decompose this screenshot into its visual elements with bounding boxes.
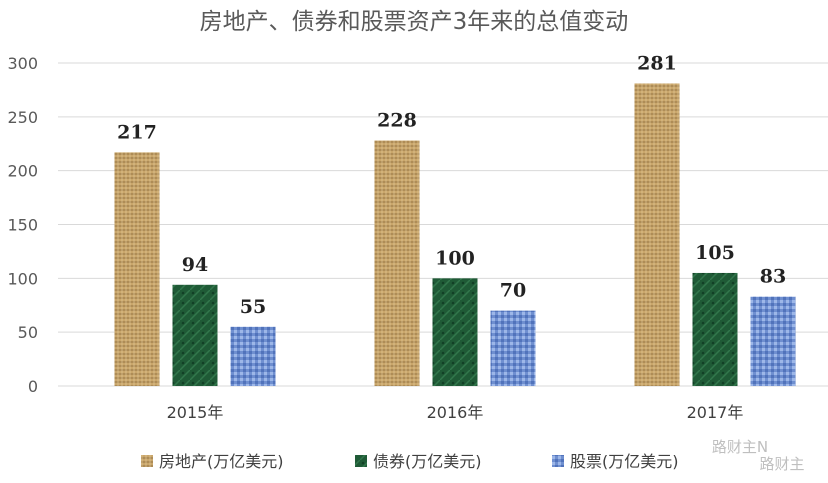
y-tick-label: 250 <box>7 108 38 127</box>
chart-title: 房地产、债券和股票资产3年来的总值变动 <box>200 9 629 35</box>
bars <box>114 83 796 386</box>
y-tick-label: 100 <box>7 269 38 288</box>
legend-swatch <box>552 455 564 467</box>
bar <box>374 140 420 386</box>
legend-swatch <box>355 455 367 467</box>
bar <box>172 284 218 386</box>
data-label: 70 <box>500 280 526 302</box>
watermark-top: 路财主N <box>712 438 768 456</box>
watermark-bottom: 路财主 <box>759 455 804 473</box>
legend: 房地产(万亿美元) 债券(万亿美元) 股票(万亿美元) <box>141 452 679 471</box>
bar <box>230 326 276 386</box>
data-labels: 217 94 55 228 100 70 281 105 83 <box>117 52 786 317</box>
y-tick-label: 0 <box>28 377 38 396</box>
legend-swatch <box>141 455 153 467</box>
y-tick-label: 150 <box>7 216 38 235</box>
bar <box>432 278 478 386</box>
legend-label: 房地产(万亿美元) <box>159 452 284 471</box>
x-tick-label: 2016年 <box>427 403 484 422</box>
data-label: 105 <box>695 242 735 264</box>
y-tick-label: 200 <box>7 162 38 181</box>
y-tick-label: 300 <box>7 54 38 73</box>
data-label: 94 <box>182 254 208 276</box>
x-axis: 2015年 2016年 2017年 <box>167 403 744 422</box>
bar <box>692 272 738 386</box>
x-tick-label: 2017年 <box>687 403 744 422</box>
legend-label: 股票(万亿美元) <box>570 452 679 471</box>
y-tick-label: 50 <box>18 323 38 342</box>
bar <box>114 152 160 386</box>
legend-label: 债券(万亿美元) <box>373 452 482 471</box>
y-axis: 0 50 100 150 200 250 300 <box>7 54 38 396</box>
data-label: 83 <box>760 266 786 288</box>
data-label: 228 <box>377 110 417 132</box>
data-label: 281 <box>637 52 677 74</box>
bar <box>490 310 536 386</box>
bar <box>750 296 796 386</box>
bar <box>634 83 680 386</box>
watermark: 路财主N 路财主 <box>712 438 805 473</box>
data-label: 217 <box>117 121 157 143</box>
data-label: 55 <box>240 296 266 318</box>
data-label: 100 <box>435 247 475 269</box>
x-tick-label: 2015年 <box>167 403 224 422</box>
